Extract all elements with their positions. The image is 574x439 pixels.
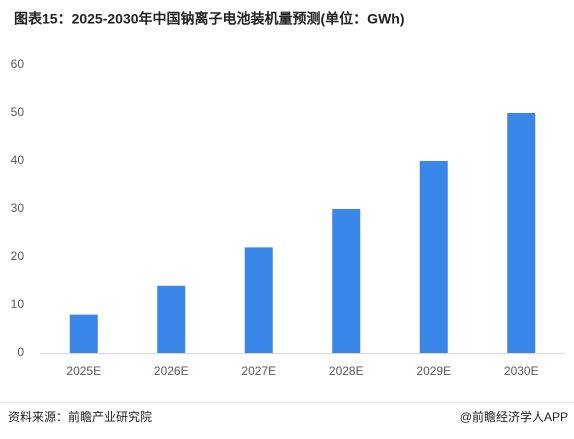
y-tick-label: 10 xyxy=(11,297,25,311)
y-tick-label: 30 xyxy=(11,201,25,215)
x-tick-label: 2030E xyxy=(504,364,539,378)
y-tick-label: 20 xyxy=(11,249,25,263)
x-tick-label: 2026E xyxy=(154,364,189,378)
x-tick-label: 2028E xyxy=(329,364,364,378)
bar xyxy=(69,314,98,353)
bar xyxy=(419,161,448,353)
bar xyxy=(332,209,361,353)
x-tick-label: 2025E xyxy=(66,364,101,378)
x-tick-label: 2029E xyxy=(416,364,451,378)
y-tick-label: 60 xyxy=(11,57,25,71)
bar xyxy=(507,113,536,353)
credit: @前瞻经济学人APP xyxy=(460,409,568,424)
chart-title: 图表15：2025-2030年中国钠离子电池装机量预测(单位：GWh) xyxy=(14,11,405,27)
source: 资料来源：前瞻产业研究院 xyxy=(8,409,152,424)
x-tick-label: 2027E xyxy=(241,364,276,378)
y-tick-label: 0 xyxy=(17,345,24,359)
y-tick-label: 50 xyxy=(11,105,25,119)
bar xyxy=(157,285,186,353)
bar xyxy=(244,247,273,353)
y-tick-label: 40 xyxy=(11,153,25,167)
